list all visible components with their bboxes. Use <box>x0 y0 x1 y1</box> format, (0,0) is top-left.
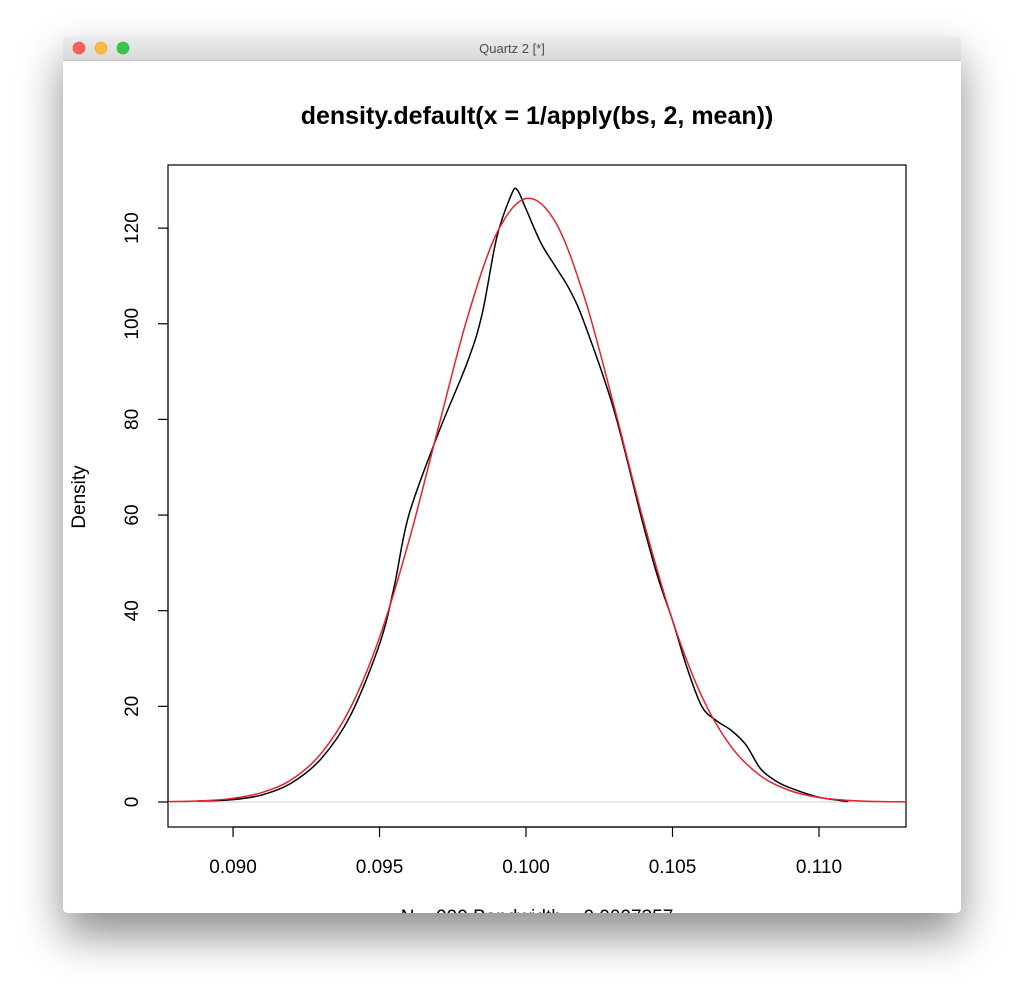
x-tick-label: 0.090 <box>209 857 257 878</box>
y-tick-label: 20 <box>122 696 143 717</box>
y-axis-label: Density <box>69 465 90 529</box>
x-tick-label: 0.095 <box>356 857 404 878</box>
zoom-button[interactable] <box>116 41 130 55</box>
chart-title: density.default(x = 1/apply(bs, 2, mean)… <box>301 102 774 130</box>
x-tick-label: 0.100 <box>502 857 550 878</box>
close-button[interactable] <box>72 41 86 55</box>
minimize-button[interactable] <box>94 41 108 55</box>
window <box>63 36 961 913</box>
density-curve <box>197 187 849 803</box>
y-tick-label: 120 <box>122 212 143 244</box>
window-title: Quartz 2 [*] <box>479 41 545 56</box>
x-axis-label: N = 999 Bandwidth = 0.0007357 <box>401 907 674 928</box>
plot-area: density.default(x = 1/apply(bs, 2, mean)… <box>69 102 907 928</box>
title-bar <box>63 36 961 60</box>
x-tick-label: 0.105 <box>649 857 697 878</box>
density-curve <box>168 197 907 803</box>
y-tick-label: 100 <box>122 308 143 340</box>
y-tick-label: 40 <box>122 600 143 621</box>
x-tick-label: 0.110 <box>796 857 842 878</box>
y-tick-label: 0 <box>122 797 143 808</box>
y-tick-label: 60 <box>122 504 143 525</box>
y-tick-label: 80 <box>122 409 143 430</box>
